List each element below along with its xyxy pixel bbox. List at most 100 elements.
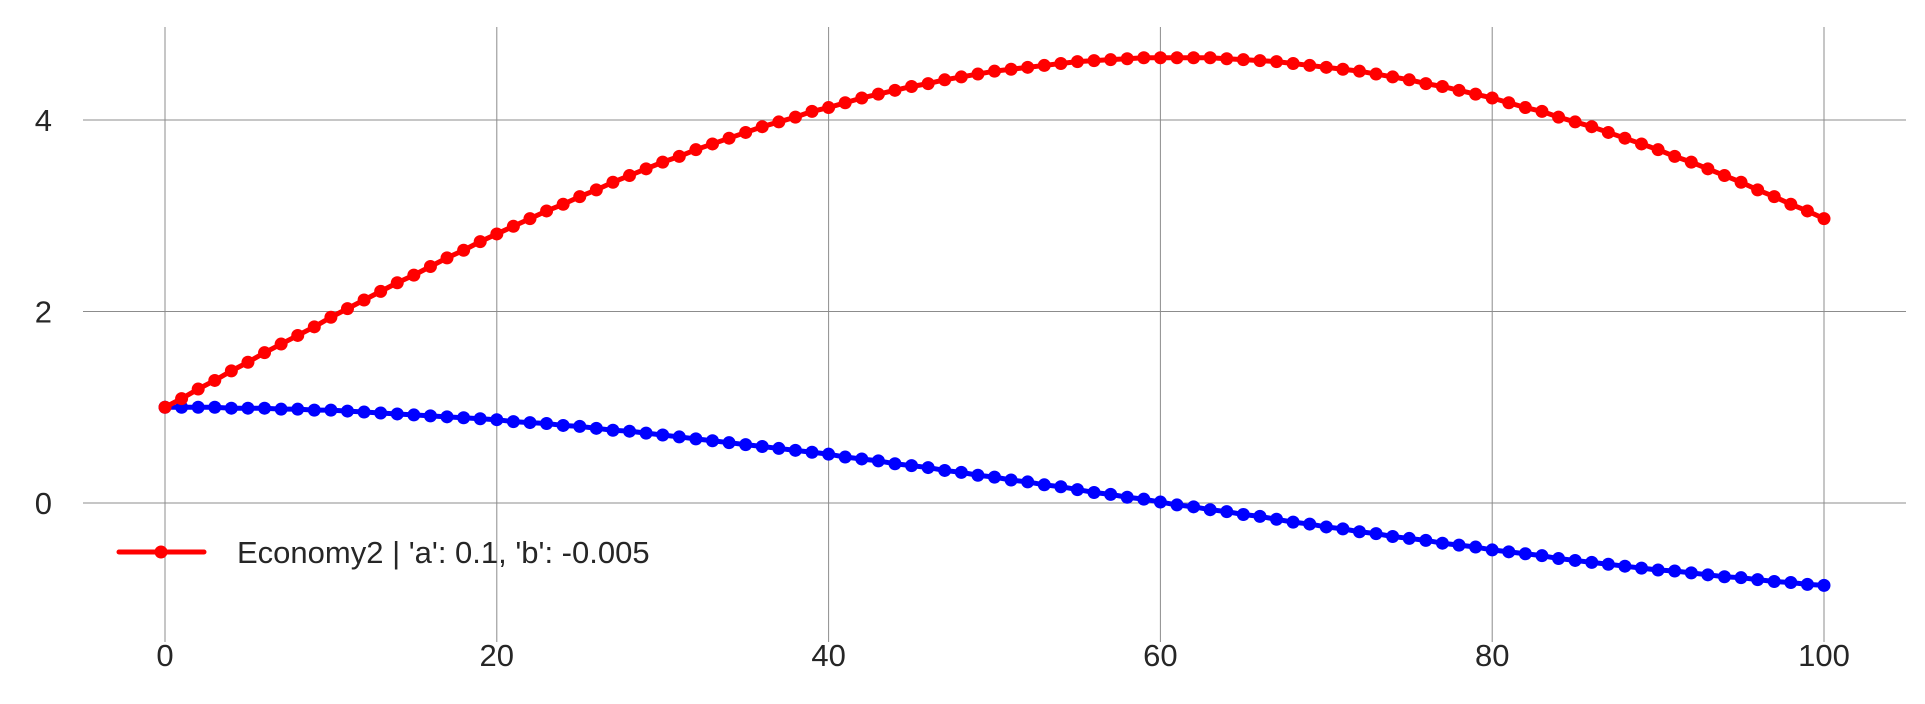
data-point (1817, 578, 1831, 592)
data-point (1684, 155, 1698, 169)
data-point (1170, 498, 1184, 512)
data-point (606, 423, 620, 437)
data-point (1037, 478, 1051, 492)
data-point (1352, 525, 1366, 539)
data-point (258, 346, 272, 360)
data-point (739, 438, 753, 452)
data-point (921, 77, 935, 91)
data-point (1435, 79, 1449, 93)
data-point (274, 337, 288, 351)
data-point (1535, 104, 1549, 118)
data-point (954, 465, 968, 479)
data-point (1469, 87, 1483, 101)
data-point (1137, 51, 1151, 65)
data-point (556, 197, 570, 211)
data-point (1734, 175, 1748, 189)
data-point (1319, 60, 1333, 74)
data-point (1087, 54, 1101, 68)
data-point (623, 169, 637, 183)
series-group (158, 51, 1831, 592)
data-point (324, 403, 338, 417)
data-point (1502, 545, 1516, 559)
data-point (755, 120, 769, 134)
data-point (1352, 64, 1366, 78)
data-point (1170, 51, 1184, 65)
data-point (1386, 70, 1400, 84)
data-point (1568, 115, 1582, 129)
data-point (689, 143, 703, 157)
data-point (1402, 531, 1416, 545)
data-point (1767, 575, 1781, 589)
data-point (905, 459, 919, 473)
data-point (1070, 483, 1084, 497)
data-point (1386, 530, 1400, 544)
data-point (407, 408, 421, 422)
data-point (705, 434, 719, 448)
data-point (1187, 51, 1201, 65)
data-point (540, 417, 554, 431)
data-point (1717, 169, 1731, 183)
data-point (374, 406, 388, 420)
data-point (1552, 110, 1566, 124)
data-point (1452, 538, 1466, 552)
x-tick-label-40: 40 (811, 638, 845, 673)
y-tick-label-4: 4 (35, 103, 52, 138)
data-point (208, 373, 222, 387)
data-point (1552, 552, 1566, 566)
data-point (1369, 67, 1383, 81)
data-point (954, 70, 968, 84)
data-point (1419, 533, 1433, 547)
data-point (1784, 575, 1798, 589)
data-point (390, 276, 404, 290)
data-point (1535, 549, 1549, 563)
data-point (523, 212, 537, 226)
data-point (1286, 57, 1300, 71)
data-point (1220, 52, 1234, 66)
data-point (1767, 190, 1781, 204)
data-point (1286, 515, 1300, 529)
data-point (1319, 520, 1333, 534)
data-point (1668, 564, 1682, 578)
x-tick-label-20: 20 (480, 638, 514, 673)
data-point (274, 402, 288, 416)
data-point (357, 293, 371, 307)
data-point (921, 461, 935, 475)
data-point (1651, 143, 1665, 157)
data-point (838, 96, 852, 110)
data-point (1751, 183, 1765, 197)
data-point (506, 219, 520, 233)
data-point (623, 424, 637, 438)
data-point (1137, 492, 1151, 506)
data-point (772, 441, 786, 455)
data-point (822, 447, 836, 461)
data-point (1601, 557, 1615, 571)
data-point (639, 162, 653, 176)
data-point (1751, 573, 1765, 587)
data-point (1668, 149, 1682, 163)
data-point (1104, 487, 1118, 501)
data-point (905, 79, 919, 93)
data-point (772, 115, 786, 129)
data-point (1419, 77, 1433, 91)
data-point (506, 415, 520, 429)
data-point (1734, 571, 1748, 585)
data-point (971, 468, 985, 482)
data-point (340, 302, 354, 316)
data-point (241, 355, 255, 369)
data-point (1601, 125, 1615, 139)
data-point (1800, 577, 1814, 591)
data-point (258, 401, 272, 415)
data-point (1004, 473, 1018, 487)
data-point (440, 410, 454, 424)
data-point (390, 407, 404, 421)
data-point (1518, 547, 1532, 561)
data-point (307, 403, 321, 417)
data-point (1021, 475, 1035, 489)
data-point (1435, 536, 1449, 550)
legend: Economy2 | 'a': 0.1, 'b': -0.005 (116, 535, 650, 570)
data-point (755, 440, 769, 454)
data-point (656, 155, 670, 169)
data-point (473, 412, 487, 426)
data-point (1153, 51, 1167, 65)
